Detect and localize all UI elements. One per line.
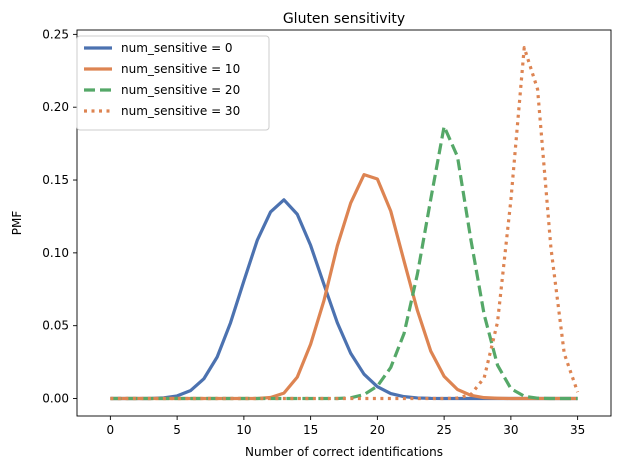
x-tick-label: 30 xyxy=(503,423,518,437)
x-tick-label: 15 xyxy=(303,423,318,437)
legend: num_sensitive = 0 num_sensitive = 10 num_s… xyxy=(76,35,270,131)
y-tick-label: 0.15 xyxy=(42,173,69,187)
y-tick-label: 0.10 xyxy=(42,246,69,260)
y-axis: 0.00 0.05 0.10 0.15 0.20 0.25 xyxy=(42,27,77,406)
legend-label-3: num_sensitive = 20 xyxy=(121,83,240,97)
y-tick-label: 0.20 xyxy=(42,100,69,114)
x-tick-label: 0 xyxy=(107,423,115,437)
x-tick-label: 25 xyxy=(436,423,451,437)
chart-title: Gluten sensitivity xyxy=(283,11,405,27)
y-tick-label: 0.05 xyxy=(42,319,69,333)
x-tick-label: 20 xyxy=(370,423,385,437)
x-tick-label: 10 xyxy=(236,423,251,437)
y-tick-label: 0.00 xyxy=(42,392,69,406)
legend-label-1: num_sensitive = 0 xyxy=(121,41,233,55)
plot-frame xyxy=(76,29,612,417)
x-tick-label: 35 xyxy=(570,423,585,437)
y-tick-label: 0.25 xyxy=(42,27,69,41)
legend-box xyxy=(76,35,270,131)
legend-label-2: num_sensitive = 10 xyxy=(121,62,240,76)
y-axis-label: PMF xyxy=(10,211,24,236)
x-tick-label: 5 xyxy=(173,423,181,437)
legend-label-4: num_sensitive = 30 xyxy=(121,104,240,118)
series-line-4 xyxy=(110,46,580,401)
series-lines xyxy=(110,46,580,401)
x-axis: 0 5 10 15 20 25 30 35 xyxy=(107,416,585,437)
x-axis-label: Number of correct identifications xyxy=(245,445,443,459)
